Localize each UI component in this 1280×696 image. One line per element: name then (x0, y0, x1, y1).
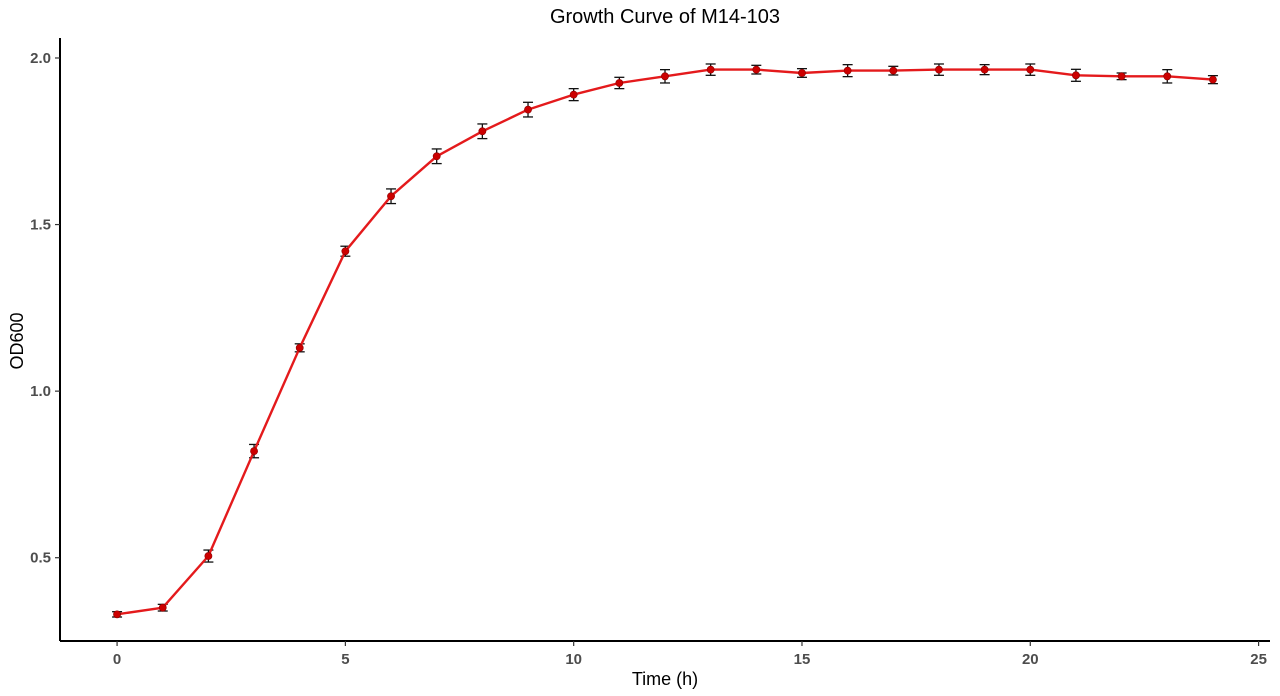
data-point (1026, 65, 1035, 74)
y-tick-label: 1.5 (30, 217, 51, 234)
y-axis-title: OD600 (7, 312, 27, 369)
data-point (432, 152, 441, 161)
data-point (706, 65, 715, 74)
y-tick-label: 2.0 (30, 50, 51, 67)
data-point (524, 105, 532, 114)
data-point (387, 192, 395, 201)
data-point (1163, 72, 1172, 81)
data-point (935, 65, 943, 74)
data-points-layer (113, 65, 1217, 619)
data-point (752, 65, 761, 74)
x-tick-label: 20 (1022, 651, 1039, 668)
x-axis-title: Time (h) (632, 669, 698, 689)
data-point (341, 247, 350, 256)
axes-layer (59, 38, 1270, 642)
x-tick-label: 0 (113, 651, 121, 668)
data-point (889, 66, 898, 75)
data-point (113, 610, 121, 619)
data-point (250, 447, 258, 456)
x-tick-label: 25 (1250, 651, 1267, 668)
x-tick-label: 10 (565, 651, 582, 668)
data-point (843, 66, 852, 75)
data-point (295, 343, 304, 352)
data-point (204, 552, 213, 560)
data-point (798, 69, 806, 77)
ticks-layer: 0 5 10 15 20 25 0.5 1.0 1.5 2.0 (30, 50, 1267, 668)
data-point (1072, 71, 1080, 80)
data-point (661, 72, 669, 81)
y-tick-label: 1.0 (30, 383, 51, 400)
data-point (615, 79, 624, 87)
data-point (1209, 75, 1217, 84)
x-tick-label: 15 (794, 651, 811, 668)
x-tick-label: 5 (341, 651, 349, 668)
series-line (115, 68, 1215, 616)
data-point (1117, 72, 1126, 81)
y-tick-label: 0.5 (30, 550, 51, 567)
data-point (158, 603, 167, 612)
error-bars-layer (112, 63, 1218, 618)
data-point (569, 90, 578, 99)
data-point (478, 127, 487, 136)
chart-title: Growth Curve of M14-103 (550, 6, 780, 28)
data-point (980, 65, 989, 74)
series-line-layer (115, 68, 1215, 616)
